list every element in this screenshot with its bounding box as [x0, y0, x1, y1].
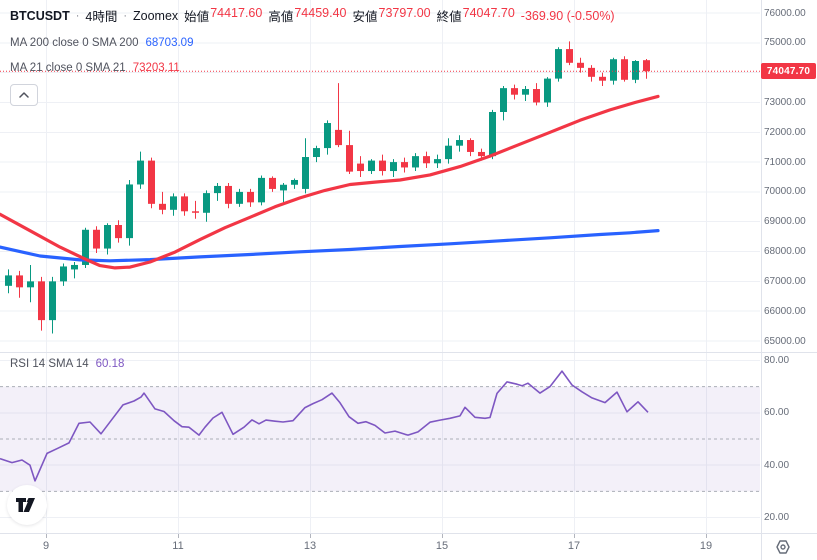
rsi-axis-label[interactable]: 80.00	[764, 354, 790, 366]
ohlc-close: 終値 74047.70	[436, 6, 515, 24]
candlestick-series	[5, 41, 650, 334]
symbol-row: BTCUSDT · 4時間 · Zoomex 始値 74417.60 高値 7445…	[10, 6, 615, 25]
price-axis-label[interactable]: 76000.00	[764, 7, 806, 19]
current-price-badge: 74047.70	[761, 63, 816, 80]
rsi-axis-label[interactable]: 40.00	[764, 459, 790, 471]
ma21-legend[interactable]: MA 21 close 0 SMA 21 73203.11	[10, 62, 180, 74]
time-axis-label[interactable]: 13	[303, 540, 317, 552]
price-axis-label[interactable]: 73000.00	[764, 96, 806, 108]
chevron-up-icon	[19, 92, 29, 98]
exchange-label: Zoomex	[133, 8, 179, 23]
rsi-line[interactable]	[0, 370, 649, 482]
collapse-indicators-button[interactable]	[10, 84, 38, 106]
ohlc-high: 高値 74459.40	[268, 6, 347, 24]
rsi-band	[0, 386, 760, 492]
price-axis-label[interactable]: 71000.00	[764, 156, 806, 168]
change-value: -369.90 (-0.50%)	[520, 8, 615, 23]
tradingview-mark-icon	[16, 498, 35, 512]
rsi-value: 60.18	[95, 358, 125, 370]
price-axis-label[interactable]: 67000.00	[764, 275, 806, 287]
price-axis-label[interactable]: 70000.00	[764, 186, 806, 198]
ma200-value: 68703.09	[145, 37, 194, 49]
rsi-legend[interactable]: RSI 14 SMA 14 60.18	[10, 358, 124, 370]
interval-label[interactable]: 4時間	[85, 10, 118, 24]
price-axis-label[interactable]: 72000.00	[764, 126, 806, 138]
rsi-label: RSI 14 SMA 14	[10, 358, 89, 370]
ma200-legend[interactable]: MA 200 close 0 SMA 200 68703.09	[10, 37, 193, 49]
price-axis-label[interactable]: 68000.00	[764, 246, 806, 258]
price-axis-label[interactable]: 66000.00	[764, 305, 806, 317]
ohlc-low: 安値 73797.00	[352, 6, 431, 24]
ma200-label: MA 200 close 0 SMA 200	[10, 37, 139, 49]
symbol-name[interactable]: BTCUSDT	[10, 8, 70, 23]
price-axis-label[interactable]: 75000.00	[764, 37, 806, 49]
time-axis-label[interactable]: 15	[435, 540, 449, 552]
time-axis-label[interactable]: 19	[699, 540, 713, 552]
rsi-axis-label[interactable]: 60.00	[764, 407, 790, 419]
ma21-value: 73203.11	[132, 62, 180, 74]
time-axis-label[interactable]: 9	[42, 540, 50, 552]
ohlc-open: 始値 74417.60	[184, 6, 263, 24]
ma21-line[interactable]	[0, 94, 660, 270]
price-axis-label[interactable]: 69000.00	[764, 216, 806, 228]
time-axis-label[interactable]: 11	[172, 540, 184, 552]
tradingview-logo[interactable]	[7, 485, 47, 525]
time-axis-label[interactable]: 17	[567, 540, 581, 552]
price-axis-label[interactable]: 65000.00	[764, 335, 806, 347]
ma21-label: MA 21 close 0 SMA 21	[10, 62, 126, 74]
separator-dot: ·	[123, 9, 128, 22]
rsi-axis-label[interactable]: 20.00	[764, 512, 790, 524]
ma200-line[interactable]	[0, 229, 660, 263]
separator-dot: ·	[75, 9, 80, 22]
axis-settings-gear-icon[interactable]	[775, 539, 791, 560]
